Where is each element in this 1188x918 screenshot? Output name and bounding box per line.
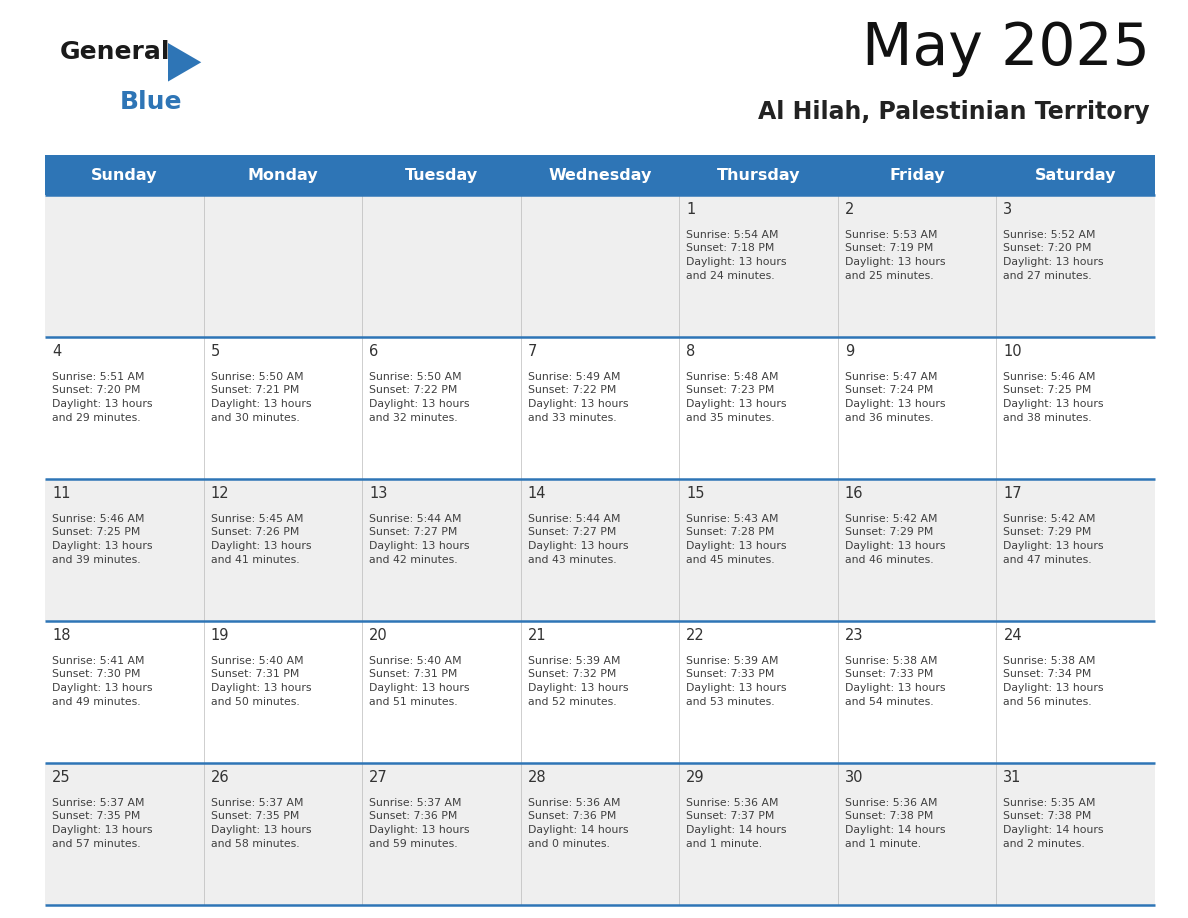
Text: 29: 29 (687, 770, 704, 785)
FancyBboxPatch shape (45, 195, 1155, 337)
Text: 11: 11 (52, 487, 70, 501)
Text: 6: 6 (369, 344, 379, 359)
Text: Sunrise: 5:35 AM
Sunset: 7:38 PM
Daylight: 14 hours
and 2 minutes.: Sunrise: 5:35 AM Sunset: 7:38 PM Dayligh… (1004, 798, 1104, 848)
Text: 3: 3 (1004, 202, 1012, 218)
Text: 17: 17 (1004, 487, 1022, 501)
Text: 22: 22 (687, 628, 704, 644)
Text: 10: 10 (1004, 344, 1022, 359)
Text: 31: 31 (1004, 770, 1022, 785)
Text: 2: 2 (845, 202, 854, 218)
Text: Friday: Friday (890, 167, 944, 183)
Text: Sunday: Sunday (91, 167, 158, 183)
Text: 18: 18 (52, 628, 70, 644)
Text: Blue: Blue (120, 90, 183, 114)
Text: Sunrise: 5:45 AM
Sunset: 7:26 PM
Daylight: 13 hours
and 41 minutes.: Sunrise: 5:45 AM Sunset: 7:26 PM Dayligh… (210, 514, 311, 565)
Text: 26: 26 (210, 770, 229, 785)
Text: Sunrise: 5:46 AM
Sunset: 7:25 PM
Daylight: 13 hours
and 39 minutes.: Sunrise: 5:46 AM Sunset: 7:25 PM Dayligh… (52, 514, 152, 565)
Text: Sunrise: 5:42 AM
Sunset: 7:29 PM
Daylight: 13 hours
and 46 minutes.: Sunrise: 5:42 AM Sunset: 7:29 PM Dayligh… (845, 514, 946, 565)
FancyBboxPatch shape (45, 763, 1155, 905)
Text: Sunrise: 5:44 AM
Sunset: 7:27 PM
Daylight: 13 hours
and 42 minutes.: Sunrise: 5:44 AM Sunset: 7:27 PM Dayligh… (369, 514, 469, 565)
Text: 30: 30 (845, 770, 864, 785)
Text: 24: 24 (1004, 628, 1022, 644)
Text: General: General (61, 40, 171, 64)
Text: 19: 19 (210, 628, 229, 644)
Text: Sunrise: 5:37 AM
Sunset: 7:35 PM
Daylight: 13 hours
and 58 minutes.: Sunrise: 5:37 AM Sunset: 7:35 PM Dayligh… (210, 798, 311, 848)
Text: 5: 5 (210, 344, 220, 359)
Text: Sunrise: 5:46 AM
Sunset: 7:25 PM
Daylight: 13 hours
and 38 minutes.: Sunrise: 5:46 AM Sunset: 7:25 PM Dayligh… (1004, 372, 1104, 422)
Text: Sunrise: 5:39 AM
Sunset: 7:33 PM
Daylight: 13 hours
and 53 minutes.: Sunrise: 5:39 AM Sunset: 7:33 PM Dayligh… (687, 655, 786, 707)
Text: Sunrise: 5:49 AM
Sunset: 7:22 PM
Daylight: 13 hours
and 33 minutes.: Sunrise: 5:49 AM Sunset: 7:22 PM Dayligh… (527, 372, 628, 422)
Text: Sunrise: 5:48 AM
Sunset: 7:23 PM
Daylight: 13 hours
and 35 minutes.: Sunrise: 5:48 AM Sunset: 7:23 PM Dayligh… (687, 372, 786, 422)
Text: Sunrise: 5:50 AM
Sunset: 7:21 PM
Daylight: 13 hours
and 30 minutes.: Sunrise: 5:50 AM Sunset: 7:21 PM Dayligh… (210, 372, 311, 422)
Text: Sunrise: 5:50 AM
Sunset: 7:22 PM
Daylight: 13 hours
and 32 minutes.: Sunrise: 5:50 AM Sunset: 7:22 PM Dayligh… (369, 372, 469, 422)
Text: 23: 23 (845, 628, 864, 644)
Text: 16: 16 (845, 487, 864, 501)
Text: Tuesday: Tuesday (405, 167, 478, 183)
Text: 25: 25 (52, 770, 70, 785)
Text: Sunrise: 5:36 AM
Sunset: 7:37 PM
Daylight: 14 hours
and 1 minute.: Sunrise: 5:36 AM Sunset: 7:37 PM Dayligh… (687, 798, 786, 848)
Text: Monday: Monday (247, 167, 318, 183)
Text: Sunrise: 5:47 AM
Sunset: 7:24 PM
Daylight: 13 hours
and 36 minutes.: Sunrise: 5:47 AM Sunset: 7:24 PM Dayligh… (845, 372, 946, 422)
FancyBboxPatch shape (45, 155, 1155, 195)
FancyBboxPatch shape (45, 337, 1155, 479)
Text: Sunrise: 5:53 AM
Sunset: 7:19 PM
Daylight: 13 hours
and 25 minutes.: Sunrise: 5:53 AM Sunset: 7:19 PM Dayligh… (845, 230, 946, 281)
Text: Sunrise: 5:41 AM
Sunset: 7:30 PM
Daylight: 13 hours
and 49 minutes.: Sunrise: 5:41 AM Sunset: 7:30 PM Dayligh… (52, 655, 152, 707)
Text: Al Hilah, Palestinian Territory: Al Hilah, Palestinian Territory (758, 100, 1150, 124)
Text: 12: 12 (210, 487, 229, 501)
Text: Sunrise: 5:51 AM
Sunset: 7:20 PM
Daylight: 13 hours
and 29 minutes.: Sunrise: 5:51 AM Sunset: 7:20 PM Dayligh… (52, 372, 152, 422)
FancyBboxPatch shape (45, 479, 1155, 621)
Text: Sunrise: 5:44 AM
Sunset: 7:27 PM
Daylight: 13 hours
and 43 minutes.: Sunrise: 5:44 AM Sunset: 7:27 PM Dayligh… (527, 514, 628, 565)
Text: 20: 20 (369, 628, 388, 644)
Text: Sunrise: 5:54 AM
Sunset: 7:18 PM
Daylight: 13 hours
and 24 minutes.: Sunrise: 5:54 AM Sunset: 7:18 PM Dayligh… (687, 230, 786, 281)
Text: Sunrise: 5:39 AM
Sunset: 7:32 PM
Daylight: 13 hours
and 52 minutes.: Sunrise: 5:39 AM Sunset: 7:32 PM Dayligh… (527, 655, 628, 707)
Text: Sunrise: 5:42 AM
Sunset: 7:29 PM
Daylight: 13 hours
and 47 minutes.: Sunrise: 5:42 AM Sunset: 7:29 PM Dayligh… (1004, 514, 1104, 565)
Text: Sunrise: 5:37 AM
Sunset: 7:35 PM
Daylight: 13 hours
and 57 minutes.: Sunrise: 5:37 AM Sunset: 7:35 PM Dayligh… (52, 798, 152, 848)
Text: 7: 7 (527, 344, 537, 359)
Text: 15: 15 (687, 487, 704, 501)
Polygon shape (168, 43, 201, 82)
Text: May 2025: May 2025 (862, 20, 1150, 77)
Text: Saturday: Saturday (1035, 167, 1117, 183)
Text: Sunrise: 5:38 AM
Sunset: 7:34 PM
Daylight: 13 hours
and 56 minutes.: Sunrise: 5:38 AM Sunset: 7:34 PM Dayligh… (1004, 655, 1104, 707)
FancyBboxPatch shape (45, 621, 1155, 763)
Text: Sunrise: 5:40 AM
Sunset: 7:31 PM
Daylight: 13 hours
and 50 minutes.: Sunrise: 5:40 AM Sunset: 7:31 PM Dayligh… (210, 655, 311, 707)
Text: 27: 27 (369, 770, 388, 785)
Text: 14: 14 (527, 487, 546, 501)
Text: 28: 28 (527, 770, 546, 785)
Text: Sunrise: 5:38 AM
Sunset: 7:33 PM
Daylight: 13 hours
and 54 minutes.: Sunrise: 5:38 AM Sunset: 7:33 PM Dayligh… (845, 655, 946, 707)
Text: Sunrise: 5:36 AM
Sunset: 7:38 PM
Daylight: 14 hours
and 1 minute.: Sunrise: 5:36 AM Sunset: 7:38 PM Dayligh… (845, 798, 946, 848)
Text: Sunrise: 5:37 AM
Sunset: 7:36 PM
Daylight: 13 hours
and 59 minutes.: Sunrise: 5:37 AM Sunset: 7:36 PM Dayligh… (369, 798, 469, 848)
Text: 13: 13 (369, 487, 387, 501)
Text: 9: 9 (845, 344, 854, 359)
Text: 21: 21 (527, 628, 546, 644)
Text: Sunrise: 5:40 AM
Sunset: 7:31 PM
Daylight: 13 hours
and 51 minutes.: Sunrise: 5:40 AM Sunset: 7:31 PM Dayligh… (369, 655, 469, 707)
Text: 4: 4 (52, 344, 62, 359)
Text: Sunrise: 5:52 AM
Sunset: 7:20 PM
Daylight: 13 hours
and 27 minutes.: Sunrise: 5:52 AM Sunset: 7:20 PM Dayligh… (1004, 230, 1104, 281)
Text: Sunrise: 5:43 AM
Sunset: 7:28 PM
Daylight: 13 hours
and 45 minutes.: Sunrise: 5:43 AM Sunset: 7:28 PM Dayligh… (687, 514, 786, 565)
Text: Thursday: Thursday (716, 167, 801, 183)
Text: Wednesday: Wednesday (549, 167, 652, 183)
Text: Sunrise: 5:36 AM
Sunset: 7:36 PM
Daylight: 14 hours
and 0 minutes.: Sunrise: 5:36 AM Sunset: 7:36 PM Dayligh… (527, 798, 628, 848)
Text: 1: 1 (687, 202, 695, 218)
Text: 8: 8 (687, 344, 695, 359)
